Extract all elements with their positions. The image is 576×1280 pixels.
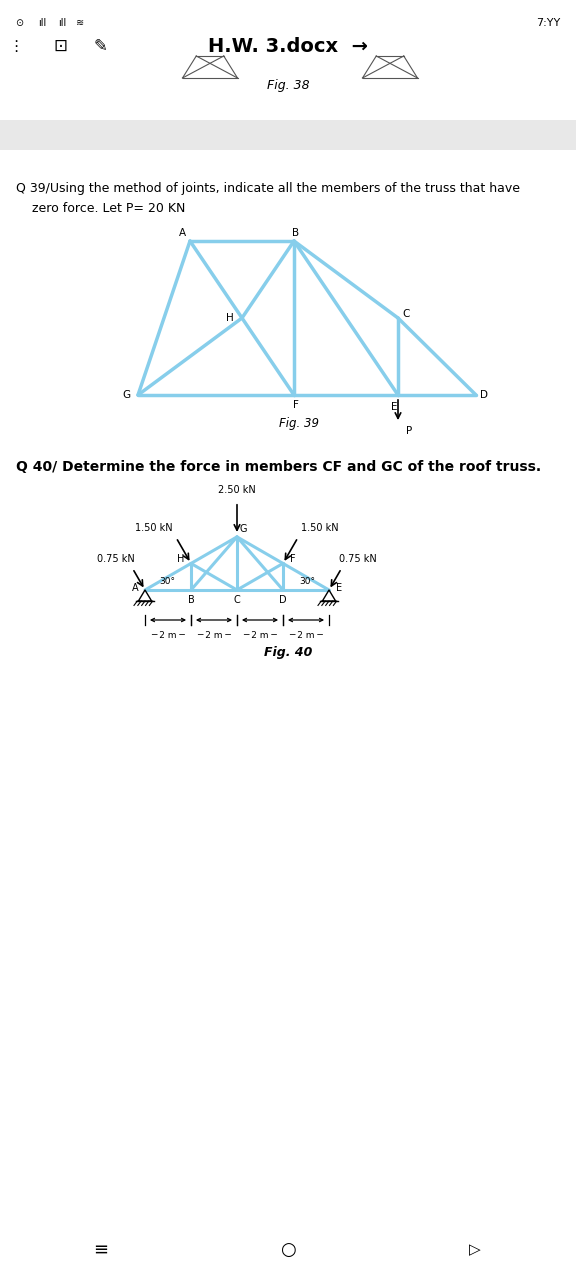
Bar xyxy=(0,120,576,150)
Text: C: C xyxy=(234,595,240,605)
Text: ─ 2 m ─: ─ 2 m ─ xyxy=(289,631,323,640)
Text: E: E xyxy=(391,402,397,412)
Text: ○: ○ xyxy=(280,1242,296,1260)
Text: ıll: ıll xyxy=(38,18,46,28)
Text: 7:YY: 7:YY xyxy=(536,18,560,28)
Text: G: G xyxy=(239,524,247,534)
Text: ≡: ≡ xyxy=(93,1242,108,1260)
Text: 1.50 kN: 1.50 kN xyxy=(135,524,173,534)
Text: H: H xyxy=(177,554,185,564)
Text: ✎: ✎ xyxy=(93,37,107,55)
Text: ⊡: ⊡ xyxy=(53,37,67,55)
Text: Q 39/Using the method of joints, indicate all the members of the truss that have: Q 39/Using the method of joints, indicat… xyxy=(16,182,520,195)
Text: D: D xyxy=(279,595,287,605)
Text: A: A xyxy=(179,228,185,238)
Text: F: F xyxy=(290,554,296,564)
Text: D: D xyxy=(480,390,488,399)
Text: Q 40/ Determine the force in members CF and GC of the roof truss.: Q 40/ Determine the force in members CF … xyxy=(16,460,541,474)
Text: E: E xyxy=(336,582,342,593)
Text: ıll: ıll xyxy=(58,18,66,28)
Text: 30°: 30° xyxy=(159,577,175,586)
Text: G: G xyxy=(122,390,130,399)
Text: C: C xyxy=(402,308,410,319)
Text: H: H xyxy=(226,314,234,323)
Text: A: A xyxy=(132,582,138,593)
Text: P: P xyxy=(406,426,412,436)
Text: 2.50 kN: 2.50 kN xyxy=(218,485,256,495)
Text: ⊙: ⊙ xyxy=(15,18,23,28)
Text: 0.75 kN: 0.75 kN xyxy=(339,554,377,564)
Text: 30°: 30° xyxy=(299,577,315,586)
Text: B: B xyxy=(188,595,194,605)
Text: 1.50 kN: 1.50 kN xyxy=(301,524,339,534)
Text: H.W. 3.docx  →: H.W. 3.docx → xyxy=(208,37,368,55)
Text: ─ 2 m ─: ─ 2 m ─ xyxy=(151,631,185,640)
Text: Fig. 40: Fig. 40 xyxy=(264,646,312,659)
Text: F: F xyxy=(293,399,299,410)
Text: ≋: ≋ xyxy=(76,18,84,28)
Text: 0.75 kN: 0.75 kN xyxy=(97,554,135,564)
Text: ▷: ▷ xyxy=(469,1243,481,1257)
Text: Fig. 39: Fig. 39 xyxy=(279,417,319,430)
Text: Fig. 38: Fig. 38 xyxy=(267,78,309,91)
Text: ⋮: ⋮ xyxy=(9,38,24,54)
Text: ─ 2 m ─: ─ 2 m ─ xyxy=(197,631,231,640)
Text: B: B xyxy=(293,228,300,238)
Text: zero force. Let P= 20 KN: zero force. Let P= 20 KN xyxy=(16,202,185,215)
Text: ─ 2 m ─: ─ 2 m ─ xyxy=(243,631,277,640)
